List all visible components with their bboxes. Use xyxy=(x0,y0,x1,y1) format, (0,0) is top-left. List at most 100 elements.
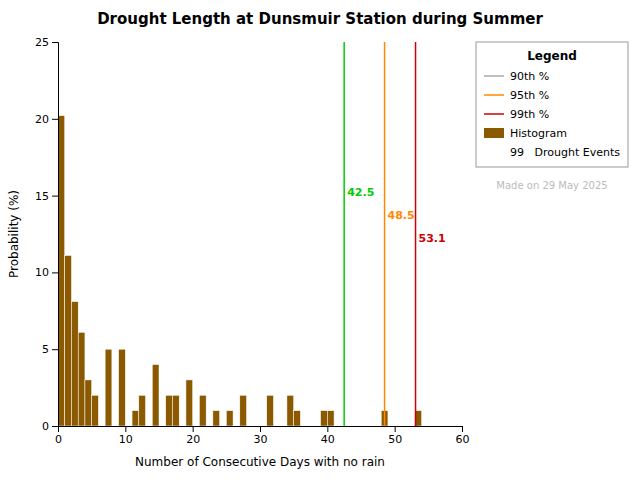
tick-label: 10 xyxy=(119,433,133,446)
legend-label: 90th % xyxy=(510,70,549,83)
legend-swatch xyxy=(484,75,504,77)
histogram-bar xyxy=(233,426,240,427)
chart-svg: 01020304050600510152025Drought Length at… xyxy=(0,0,640,480)
histogram-bar xyxy=(85,380,92,426)
histogram-bar xyxy=(226,411,233,426)
tick: 40 xyxy=(321,426,335,446)
legend-label: 99 Drought Events xyxy=(510,146,620,159)
tick-label: 30 xyxy=(254,433,268,446)
plot-area xyxy=(58,42,422,426)
tick-mark xyxy=(395,426,396,432)
histogram-bar xyxy=(314,426,321,427)
histogram-bar xyxy=(267,395,274,426)
axis-line xyxy=(52,43,59,427)
histogram-bar xyxy=(125,426,132,427)
histogram-bar xyxy=(273,426,280,427)
tick: 60 xyxy=(456,426,470,446)
histogram-bar xyxy=(240,395,247,426)
y-axis: 0510152025 xyxy=(35,36,59,433)
tick: 20 xyxy=(35,113,58,126)
histogram-bar xyxy=(119,349,126,426)
legend-item: Histogram xyxy=(484,127,567,140)
tick-label: 20 xyxy=(186,433,200,446)
histogram-bar xyxy=(455,426,462,427)
histogram-bar xyxy=(247,426,254,427)
legend-swatch xyxy=(484,128,504,138)
watermark: Made on 29 May 2025 xyxy=(496,180,607,191)
histogram-bar xyxy=(58,116,65,426)
tick-mark xyxy=(52,272,58,273)
histogram-bar xyxy=(139,395,146,426)
histogram-bar xyxy=(146,426,153,427)
histogram-bar xyxy=(220,426,227,427)
histogram-bar xyxy=(206,426,213,427)
tick-label: 25 xyxy=(35,36,49,49)
tick-mark xyxy=(52,196,58,197)
histogram-bar xyxy=(280,426,287,427)
histogram-bar xyxy=(435,426,442,427)
percentile-label: 53.1 xyxy=(419,232,446,245)
histogram-bar xyxy=(395,426,402,427)
histogram-bar xyxy=(401,426,408,427)
histogram-bar xyxy=(172,395,179,426)
x-axis-label: Number of Consecutive Days with no rain xyxy=(135,455,385,469)
histogram-bar xyxy=(213,411,220,426)
histogram-bar xyxy=(354,426,361,427)
histogram-bar xyxy=(152,365,159,426)
tick-mark xyxy=(462,426,463,432)
tick: 0 xyxy=(42,420,58,433)
histogram-bar xyxy=(71,302,78,426)
legend-item: 99th % xyxy=(484,108,549,121)
percentile-line xyxy=(384,42,386,426)
histogram-bar xyxy=(348,426,355,427)
tick: 0 xyxy=(55,426,62,446)
tick-label: 0 xyxy=(55,433,62,446)
tick: 15 xyxy=(35,190,58,203)
histogram-bar xyxy=(159,426,166,427)
tick-label: 10 xyxy=(35,266,49,279)
histogram-bar xyxy=(422,426,429,427)
tick-label: 60 xyxy=(456,433,470,446)
legend-swatch xyxy=(484,113,504,115)
histogram-bar xyxy=(260,426,267,427)
histogram-bar xyxy=(166,395,173,426)
chart-title: Drought Length at Dunsmuir Station durin… xyxy=(97,10,543,28)
chart-container: 01020304050600510152025Drought Length at… xyxy=(0,0,640,480)
tick-mark xyxy=(52,426,58,427)
legend-box xyxy=(476,42,628,167)
tick-label: 40 xyxy=(321,433,335,446)
legend-swatch xyxy=(484,94,504,96)
histogram-bar xyxy=(428,426,435,427)
percentile-labels: 42.548.553.1 xyxy=(347,186,446,245)
legend-label: 95th % xyxy=(510,89,549,102)
tick: 50 xyxy=(388,426,402,446)
tick-mark xyxy=(193,426,194,432)
histogram-bar xyxy=(287,395,294,426)
legend-title: Legend xyxy=(527,49,577,63)
percentile-label: 42.5 xyxy=(347,186,374,199)
tick-mark xyxy=(260,426,261,432)
axis-line xyxy=(59,427,463,433)
legend: Legend 90th % 95th % 99th % Histogram 99 Drou… xyxy=(476,42,628,167)
tick: 20 xyxy=(186,426,200,446)
histogram-bar xyxy=(186,380,193,426)
tick-label: 20 xyxy=(35,113,49,126)
histogram-bar xyxy=(112,426,119,427)
histogram-bar xyxy=(388,426,395,427)
histogram-bar xyxy=(253,426,260,427)
histogram-bar xyxy=(327,411,334,426)
legend-label: Histogram xyxy=(510,127,567,140)
x-axis: 0 10 20 30 40 50 60 xyxy=(55,426,470,446)
histogram-bar xyxy=(300,426,307,427)
histogram-bar xyxy=(179,426,186,427)
histogram-bar xyxy=(78,332,85,426)
histogram-bar xyxy=(92,395,99,426)
legend-item: 90th % xyxy=(484,70,549,83)
legend-item: 95th % xyxy=(484,89,549,102)
legend-label: 99th % xyxy=(510,108,549,121)
tick-mark xyxy=(327,426,328,432)
histogram-bar xyxy=(361,426,368,427)
histogram-bar xyxy=(199,395,206,426)
histogram-bar xyxy=(307,426,314,427)
tick: 10 xyxy=(119,426,133,446)
